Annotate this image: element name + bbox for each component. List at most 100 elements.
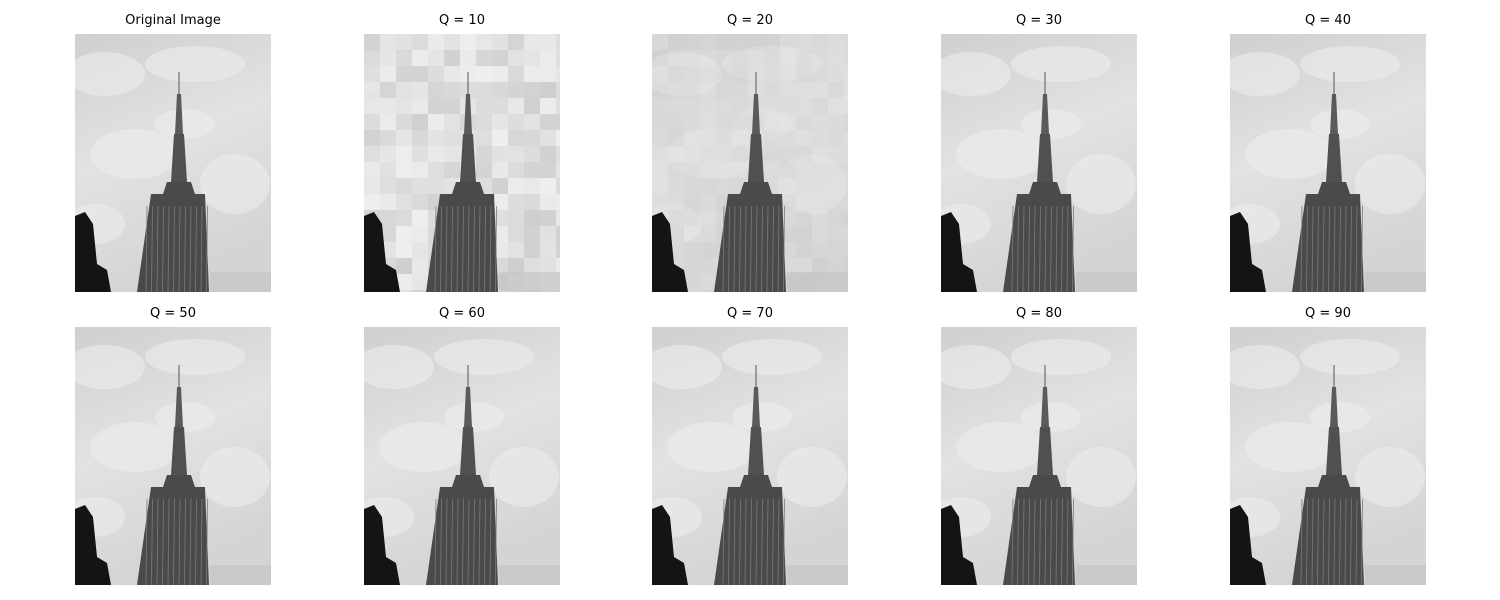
panel-title: Q = 40	[1305, 13, 1351, 28]
cloud	[956, 422, 1046, 472]
cloud	[652, 52, 722, 96]
cloud	[1245, 129, 1335, 179]
spire	[175, 94, 183, 134]
cloud	[90, 422, 180, 472]
building-photo	[652, 34, 848, 292]
setback	[1318, 475, 1350, 487]
spire	[175, 387, 183, 427]
mast	[1037, 427, 1053, 475]
lower-haze	[1076, 272, 1137, 292]
panel-title: Q = 20	[727, 13, 773, 28]
building-photo	[75, 34, 271, 292]
cloud	[434, 339, 534, 375]
setback	[452, 182, 484, 194]
mast	[748, 427, 764, 475]
tower-piers	[1011, 205, 1074, 292]
tower-piers	[434, 205, 497, 292]
tower-piers	[722, 205, 785, 292]
lower-haze	[1365, 272, 1426, 292]
tower-piers	[145, 498, 208, 585]
cloud	[941, 52, 1011, 96]
lower-haze	[499, 272, 560, 292]
cloud	[1355, 447, 1425, 507]
mast	[460, 427, 476, 475]
cloud	[1011, 339, 1111, 375]
mast	[460, 134, 476, 182]
cloud	[200, 447, 270, 507]
cloud	[145, 339, 245, 375]
cloud	[1021, 109, 1081, 139]
cloud	[777, 154, 847, 214]
mast	[1037, 134, 1053, 182]
cloud	[145, 46, 245, 82]
panel-title: Q = 60	[439, 306, 485, 321]
cloud	[75, 52, 145, 96]
building-photo	[1230, 34, 1426, 292]
cloud	[1245, 422, 1335, 472]
building-photo	[364, 327, 560, 585]
cloud	[941, 345, 1011, 389]
building-photo	[652, 327, 848, 585]
cloud	[1011, 46, 1111, 82]
spire	[1041, 94, 1049, 134]
setback	[1029, 475, 1061, 487]
building-photo	[941, 34, 1137, 292]
panel-title: Q = 90	[1305, 306, 1351, 321]
cloud	[1230, 345, 1300, 389]
cloud	[1300, 339, 1400, 375]
cloud	[75, 345, 145, 389]
mast	[171, 427, 187, 475]
foreground-building	[1230, 212, 1266, 292]
tower-piers	[1300, 498, 1363, 585]
lower-haze	[787, 565, 848, 585]
setback	[163, 182, 195, 194]
building-photo	[941, 327, 1137, 585]
setback	[1029, 182, 1061, 194]
cloud	[1310, 109, 1370, 139]
cloud	[1021, 402, 1081, 432]
mast	[1326, 134, 1342, 182]
cloud	[444, 402, 504, 432]
setback	[452, 475, 484, 487]
panel-title: Q = 80	[1016, 306, 1062, 321]
tower-piers	[434, 498, 497, 585]
spire	[1041, 387, 1049, 427]
cloud	[1066, 154, 1136, 214]
lower-haze	[787, 272, 848, 292]
cloud	[200, 154, 270, 214]
lower-haze	[499, 565, 560, 585]
foreground-building	[941, 505, 977, 585]
panel-title: Q = 70	[727, 306, 773, 321]
lower-haze	[1076, 565, 1137, 585]
panel-title: Original Image	[125, 13, 221, 28]
foreground-building	[364, 505, 400, 585]
cloud	[667, 129, 757, 179]
cloud	[1066, 447, 1136, 507]
tower-piers	[1011, 498, 1074, 585]
cloud	[90, 129, 180, 179]
mast	[1326, 427, 1342, 475]
foreground-building	[1230, 505, 1266, 585]
cloud	[777, 447, 847, 507]
foreground-building	[75, 212, 111, 292]
foreground-building	[652, 212, 688, 292]
mast	[171, 134, 187, 182]
lower-haze	[210, 565, 271, 585]
setback	[740, 182, 772, 194]
mast	[748, 134, 764, 182]
cloud	[1355, 154, 1425, 214]
cloud	[379, 422, 469, 472]
panel-title: Q = 50	[150, 306, 196, 321]
spire	[752, 94, 760, 134]
cloud	[667, 422, 757, 472]
cloud	[652, 345, 722, 389]
spire	[752, 387, 760, 427]
cloud	[364, 345, 434, 389]
foreground-building	[75, 505, 111, 585]
building-photo	[364, 34, 560, 292]
cloud	[722, 339, 822, 375]
cloud	[722, 46, 822, 82]
cloud	[732, 402, 792, 432]
cloud	[1310, 402, 1370, 432]
cloud	[956, 129, 1046, 179]
